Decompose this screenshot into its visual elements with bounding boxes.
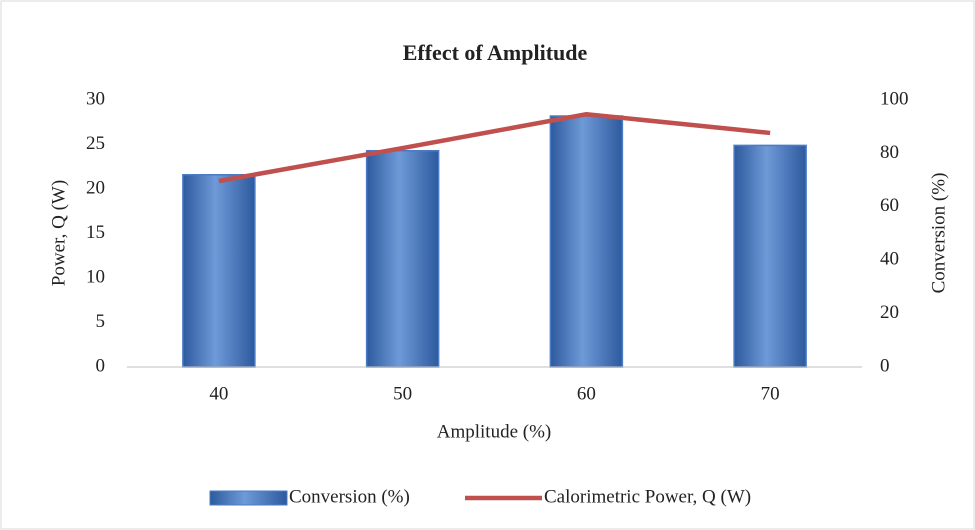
bar [549, 115, 624, 368]
y-tick-label: 15 [86, 222, 105, 243]
y-tick-label: 10 [86, 266, 105, 287]
bar [182, 174, 256, 368]
y2-axis-label: Conversion (%) [928, 173, 949, 294]
chart-title: Effect of Amplitude [403, 40, 588, 65]
y2-tick-label: 40 [880, 249, 899, 270]
y-tick-label: 30 [86, 88, 105, 109]
y2-tick-label: 80 [880, 142, 899, 163]
x-axis-label: Amplitude (%) [437, 421, 552, 442]
line [218, 111, 771, 184]
y-tick-label: 20 [86, 177, 105, 198]
y-tick-label: 5 [96, 311, 106, 332]
y-axis-label: Power, Q (W) [48, 180, 69, 286]
legend-label: Conversion (%) [289, 486, 410, 507]
x-tick-label: 60 [577, 383, 596, 404]
bar [733, 144, 807, 368]
y2-tick-label: 60 [880, 195, 899, 216]
bar [365, 149, 440, 368]
legend-swatch [209, 490, 288, 506]
x-tick-label: 70 [761, 383, 780, 404]
y2-tick-label: 20 [880, 302, 899, 323]
y2-tick-label: 0 [880, 355, 890, 376]
x-tick-label: 40 [209, 383, 228, 404]
y2-tick-label: 100 [880, 88, 909, 109]
y-tick-label: 0 [96, 355, 106, 376]
legend-label: Calorimetric Power, Q (W) [544, 486, 751, 507]
y-tick-label: 25 [86, 133, 105, 154]
x-tick-label: 50 [393, 383, 412, 404]
